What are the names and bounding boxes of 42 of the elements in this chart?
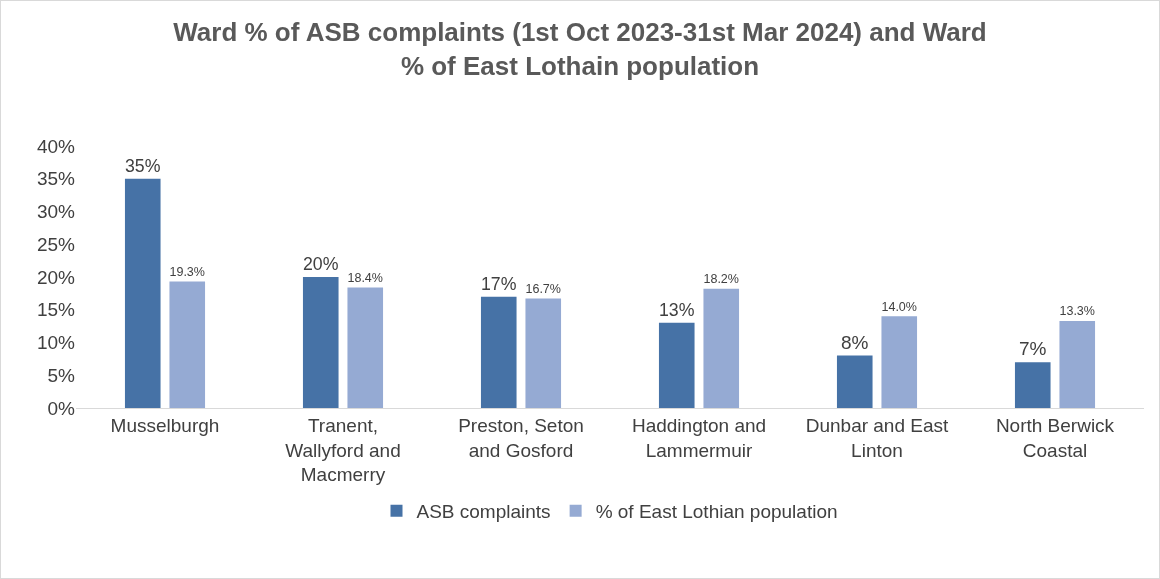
bar	[658, 322, 695, 408]
data-label: 7%	[1018, 338, 1047, 360]
y-tick-label: 40%	[36, 135, 76, 157]
x-tick-label: North Berwick Coastal	[995, 414, 1115, 461]
bar	[1059, 320, 1096, 408]
legend-label: % of East Lothian population	[595, 501, 838, 523]
y-tick-label: 35%	[36, 168, 76, 190]
legend-label: ASB complaints	[416, 501, 551, 523]
y-tick-label: 10%	[36, 332, 76, 354]
data-label: 20%	[302, 254, 339, 275]
bar	[836, 355, 873, 408]
y-tick-label: 0%	[47, 397, 76, 419]
x-tick-label: Haddington and Lammermuir	[631, 414, 767, 461]
data-label: 14.0%	[881, 299, 917, 314]
x-tick-label: Preston, Seton and Gosford	[458, 414, 584, 461]
x-tick-label: Musselburgh	[110, 414, 220, 436]
y-tick-label: 15%	[36, 299, 76, 321]
data-label: 35%	[124, 156, 161, 177]
x-tick-label: Dunbar and East Linton	[805, 414, 950, 461]
bar	[124, 178, 161, 408]
bar	[302, 277, 339, 408]
bar	[169, 281, 206, 408]
data-label: 18.2%	[703, 272, 739, 287]
data-label: 13.3%	[1059, 304, 1095, 319]
y-tick-label: 25%	[36, 233, 76, 255]
data-label: 8%	[840, 331, 869, 353]
data-label: 13%	[658, 300, 695, 321]
bar	[881, 316, 918, 408]
bar	[347, 287, 384, 408]
data-label: 19.3%	[169, 264, 205, 279]
y-tick-label: 20%	[36, 266, 76, 288]
bar	[480, 296, 517, 408]
data-label: 16.7%	[525, 281, 561, 296]
chart-title: Ward % of ASB complaints (1st Oct 2023-31st Mar 2024) and Ward % of East Lothain population	[173, 17, 987, 82]
x-tick-label: Tranent, Wallyford and Macmerry	[285, 414, 401, 486]
data-label: 18.4%	[347, 270, 383, 285]
y-tick-label: 5%	[47, 364, 76, 386]
bar	[1014, 362, 1051, 408]
bar	[525, 298, 562, 408]
y-tick-label: 30%	[36, 201, 76, 223]
data-label: 17%	[480, 273, 517, 294]
bar	[703, 288, 740, 408]
